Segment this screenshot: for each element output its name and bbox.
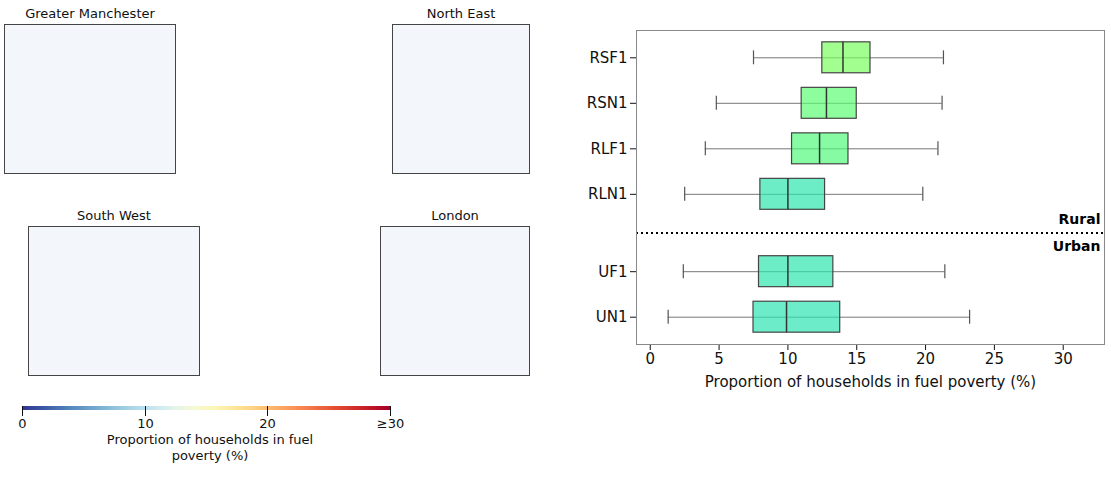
svg-text:Rural: Rural <box>1059 211 1101 227</box>
html-text:North East: North East <box>426 6 496 21</box>
svg-text:15: 15 <box>847 350 866 368</box>
svg-text:20: 20 <box>259 416 276 431</box>
svg-text:RSN1: RSN1 <box>587 94 628 112</box>
svg-text:30: 30 <box>1054 350 1073 368</box>
svg-text:RLN1: RLN1 <box>588 185 628 203</box>
html-text:Greater Manchester: Greater Manchester <box>25 6 155 21</box>
svg-text:≥30: ≥30 <box>377 416 404 431</box>
svg-text:5: 5 <box>714 350 724 368</box>
svg-text:Urban: Urban <box>1053 238 1101 254</box>
svg-text:UN1: UN1 <box>596 308 628 326</box>
html-text:London: London <box>431 208 479 223</box>
svg-text:20: 20 <box>916 350 935 368</box>
svg-text:RLF1: RLF1 <box>591 140 628 158</box>
svg-text:Proportion of households in fu: Proportion of households in fuel poverty… <box>705 373 1036 391</box>
html-text:South West: South West <box>77 208 151 223</box>
svg-text:0: 0 <box>18 416 26 431</box>
html-text:Proportion of households in fu: Proportion of households in fuel poverty… <box>106 432 314 463</box>
svg-text:10: 10 <box>778 350 797 368</box>
svg-text:UF1: UF1 <box>598 262 627 280</box>
svg-text:0: 0 <box>645 350 655 368</box>
svg-text:25: 25 <box>985 350 1004 368</box>
svg-text:RSF1: RSF1 <box>589 49 627 67</box>
svg-text:10: 10 <box>137 416 154 431</box>
